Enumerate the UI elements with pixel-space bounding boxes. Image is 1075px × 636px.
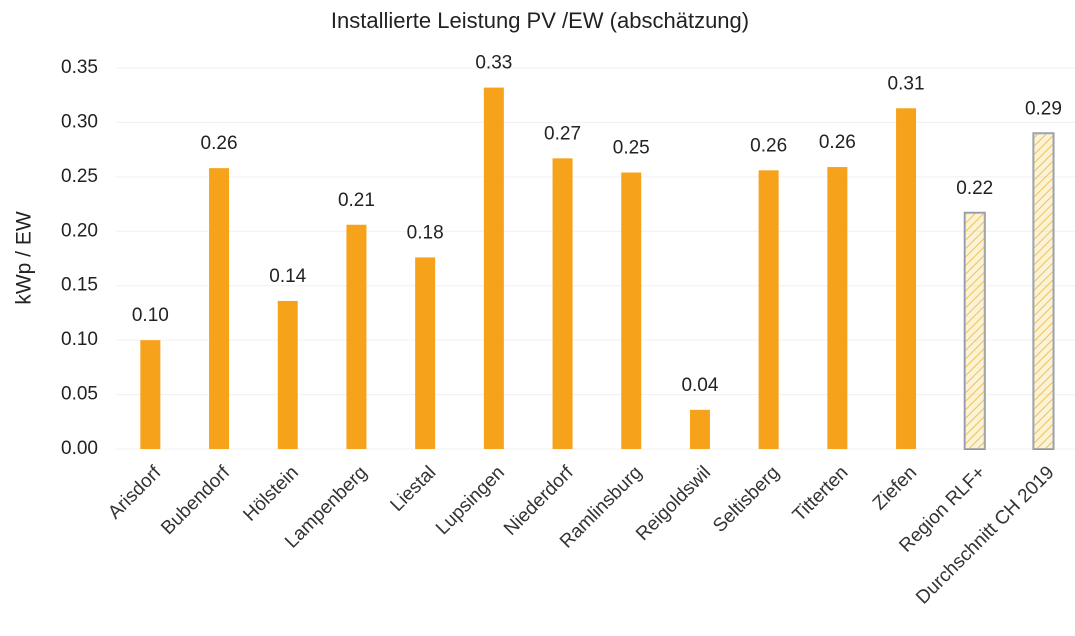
x-tick-label: Arisdorf <box>104 462 166 524</box>
data-label: 0.31 <box>888 73 925 94</box>
x-tick-label: Durchschnitt CH 2019 <box>912 462 1058 608</box>
y-tick-label: 0.20 <box>61 220 98 241</box>
data-label: 0.22 <box>956 178 993 199</box>
x-tick-label: Liestal <box>387 462 441 516</box>
data-label: 0.29 <box>1025 98 1062 119</box>
data-label: 0.27 <box>544 123 581 144</box>
bar <box>209 168 230 450</box>
x-tick-label: Seltisberg <box>709 462 784 537</box>
bar <box>415 257 436 449</box>
x-tick-label: Titterten <box>789 462 853 526</box>
y-tick-label: 0.10 <box>61 329 98 350</box>
y-tick-label: 0.05 <box>61 384 98 405</box>
x-tick-label: Reigoldswil <box>632 462 715 545</box>
y-tick-label: 0.30 <box>61 111 98 132</box>
data-label: 0.14 <box>269 266 306 287</box>
bar <box>963 211 986 450</box>
bar <box>140 340 161 449</box>
bar <box>346 224 367 449</box>
x-tick-label: Hölstein <box>239 462 302 525</box>
bar-fill <box>1033 133 1054 450</box>
data-label: 0.25 <box>613 138 650 159</box>
bar <box>689 409 710 449</box>
data-label: 0.33 <box>475 53 512 74</box>
bar <box>621 172 642 449</box>
y-tick-label: 0.00 <box>61 438 98 459</box>
bar <box>552 158 573 449</box>
data-label: 0.26 <box>201 133 238 154</box>
bar <box>758 170 779 449</box>
bar <box>827 167 848 449</box>
x-tick-label: Lupsingen <box>432 462 509 539</box>
bar <box>277 300 298 449</box>
y-tick-label: 0.35 <box>61 57 98 78</box>
data-label: 0.21 <box>338 190 375 211</box>
y-tick-label: 0.25 <box>61 166 98 187</box>
bar-fill <box>964 212 985 449</box>
y-tick-label: 0.15 <box>61 275 98 296</box>
bar <box>1032 132 1055 450</box>
data-label: 0.10 <box>132 305 169 326</box>
data-label: 0.26 <box>819 132 856 153</box>
x-tick-label: Ziefen <box>869 462 921 514</box>
chart-title: Installierte Leistung PV /EW (abschätzun… <box>331 8 749 33</box>
bar <box>896 108 917 449</box>
y-axis-label: kWp / EW <box>13 211 36 305</box>
data-label: 0.26 <box>750 135 787 156</box>
x-tick-label: Bubendorf <box>157 462 234 539</box>
bar <box>483 87 504 449</box>
data-label: 0.04 <box>681 375 718 396</box>
data-label: 0.18 <box>407 222 444 243</box>
